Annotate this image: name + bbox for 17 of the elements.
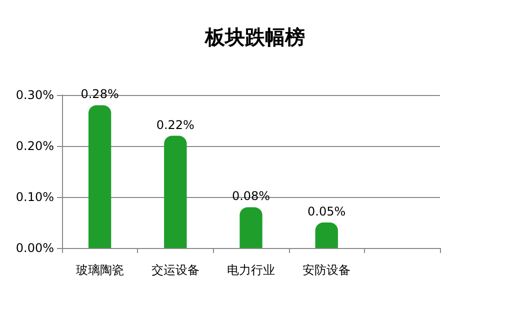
y-tick-label: 0.00% bbox=[16, 241, 54, 255]
bar bbox=[315, 222, 338, 248]
y-tick-label: 0.20% bbox=[16, 139, 54, 153]
data-label: 0.22% bbox=[156, 118, 194, 132]
data-label: 0.08% bbox=[232, 189, 270, 204]
bar bbox=[88, 105, 112, 248]
chart-title: 板块跌幅榜 bbox=[204, 25, 305, 49]
x-tick-label: 交运设备 bbox=[151, 263, 200, 277]
data-label: 0.28% bbox=[80, 87, 119, 102]
x-tick-label: 电力行业 bbox=[227, 263, 275, 277]
data-label: 0.05% bbox=[308, 204, 346, 218]
y-tick-label: 0.10% bbox=[16, 190, 54, 204]
bar bbox=[164, 136, 187, 248]
bar bbox=[240, 207, 262, 248]
x-tick-label: 玻璃陶瓷 bbox=[76, 263, 124, 277]
x-tick-label: 安防设备 bbox=[302, 263, 351, 277]
y-tick-label: 0.30% bbox=[16, 88, 54, 102]
